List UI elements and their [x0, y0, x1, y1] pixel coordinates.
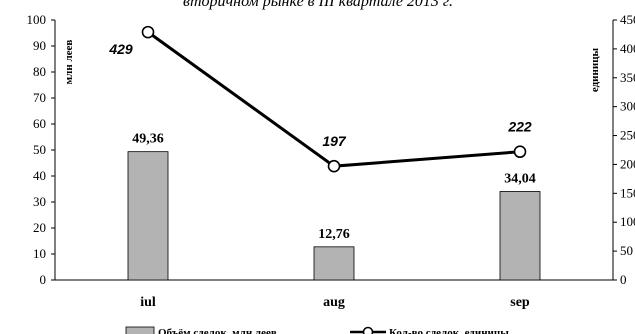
line-value-label: 222 [507, 119, 532, 135]
left-tick-label: 0 [40, 272, 47, 287]
line-point [327, 159, 341, 173]
chart-title: вторичном рынке в III квартале 2013 г. [183, 0, 453, 10]
left-axis-title: млн леев [63, 40, 75, 85]
legend-bar-label: Объём сделок, млн леев [158, 327, 277, 334]
line-value-label: 429 [108, 41, 133, 57]
line-value-label: 197 [322, 133, 347, 149]
bar-value-label: 12,76 [318, 227, 350, 242]
bar-value-label: 49,36 [132, 132, 164, 147]
left-tick-label: 100 [27, 12, 47, 27]
category-label: aug [323, 295, 345, 310]
right-tick-label: 0 [620, 272, 627, 287]
right-axis-title: единицы [589, 47, 601, 92]
bar-value-label: 34,04 [504, 171, 536, 186]
right-axis: 0 50 100 150 200 250 300 350 400 450 единицы [589, 12, 635, 287]
right-tick-label: 50 [620, 243, 633, 258]
bar-series: 49,36 12,76 34,04 [127, 132, 541, 281]
right-tick-label: 250 [620, 128, 635, 143]
left-tick-label: 70 [33, 90, 46, 105]
bar [499, 191, 541, 281]
legend-line-label: Кол-во сделок, единицы [389, 327, 509, 334]
legend-bar-swatch [125, 326, 155, 334]
left-tick-label: 80 [33, 64, 46, 79]
legend: Объём сделок, млн леев Кол-во сделок, еди… [125, 326, 509, 334]
left-tick-label: 50 [33, 142, 46, 157]
right-tick-label: 150 [620, 185, 635, 200]
category-labels: iul aug sep [140, 295, 530, 310]
legend-line-marker [362, 326, 374, 334]
right-tick-label: 350 [620, 70, 635, 85]
left-axis: 0 10 20 30 40 50 60 70 80 90 100 млн леев [27, 12, 613, 287]
line-point [141, 25, 155, 39]
bar [127, 151, 169, 281]
left-tick-label: 30 [33, 194, 46, 209]
left-tick-label: 90 [33, 38, 46, 53]
right-tick-label: 300 [620, 99, 635, 114]
right-tick-label: 400 [620, 41, 635, 56]
category-label: sep [510, 295, 530, 310]
line-point [513, 145, 527, 159]
right-tick-label: 450 [620, 12, 635, 27]
line-series: 429 197 222 [108, 25, 532, 173]
left-tick-label: 40 [33, 168, 46, 183]
right-tick-label: 100 [620, 214, 635, 229]
left-tick-label: 20 [33, 220, 46, 235]
category-label: iul [140, 295, 156, 310]
right-tick-label: 200 [620, 156, 635, 171]
left-tick-label: 60 [33, 116, 46, 131]
bar [313, 246, 355, 281]
left-tick-label: 10 [33, 246, 46, 261]
